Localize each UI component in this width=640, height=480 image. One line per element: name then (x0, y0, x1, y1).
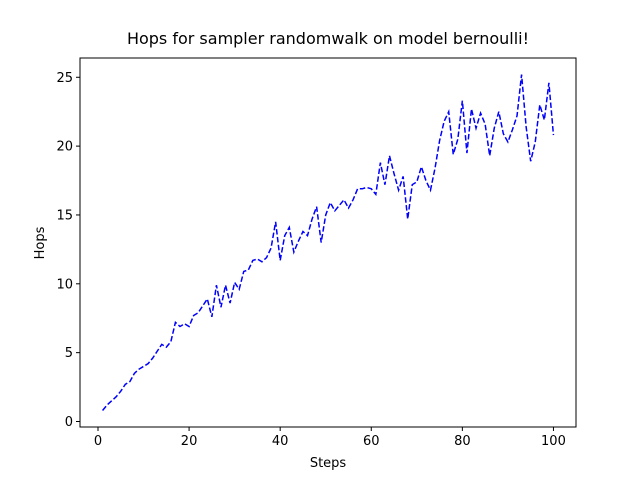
y-tick-label: 20 (56, 140, 73, 155)
y-tick-label: 10 (56, 277, 73, 292)
x-tick-label: 0 (94, 434, 102, 449)
chart-title: Hops for sampler randomwalk on model ber… (127, 29, 529, 48)
x-tick-label: 60 (363, 434, 380, 449)
y-axis-label: Hops (33, 226, 48, 259)
x-axis-label: Steps (310, 456, 347, 471)
y-tick-label: 15 (56, 208, 73, 223)
line-series (101, 74, 555, 411)
plot-frame (79, 57, 577, 428)
x-tick-label: 40 (272, 434, 289, 449)
y-tick-label: 0 (65, 415, 73, 430)
y-tick-label: 25 (56, 71, 73, 86)
y-tick-label: 5 (65, 346, 73, 361)
x-tick-label: 100 (541, 434, 566, 449)
x-tick-label: 80 (454, 434, 471, 449)
x-tick-label: 20 (181, 434, 198, 449)
